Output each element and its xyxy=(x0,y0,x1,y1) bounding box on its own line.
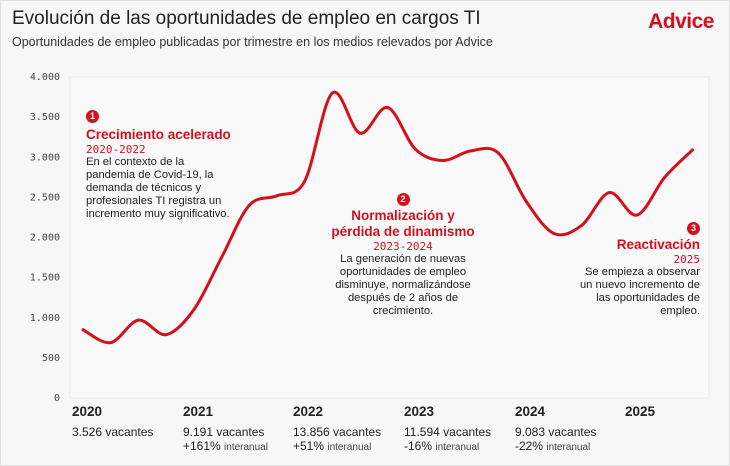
year-label: 2021 xyxy=(183,404,214,419)
year-label: 2020 xyxy=(72,404,103,419)
data-point-2021-Q3 xyxy=(247,203,251,207)
badge-3: 3 xyxy=(687,222,700,235)
annotation-years: 2020-2022 xyxy=(86,143,146,156)
data-point-2020-Q2 xyxy=(109,341,113,345)
year-summary-2021: 2021 9.191 vacantes +161% interanual xyxy=(183,405,268,455)
y-tick-label: 3.000 xyxy=(30,152,60,163)
year-label: 2025 xyxy=(625,404,656,419)
vacantes-label: vacantes xyxy=(216,425,265,439)
y-tick-label: 2.000 xyxy=(30,233,60,244)
data-point-2021-Q1 xyxy=(192,308,196,312)
year-label: 2023 xyxy=(404,404,435,419)
data-point-2024-Q1 xyxy=(524,199,528,203)
annotation-text: En el contexto de la pandemia de Covid-1… xyxy=(86,156,230,220)
data-point-2022-Q1 xyxy=(303,179,307,183)
change-value: -16% xyxy=(404,439,433,453)
y-tick-label: 1.000 xyxy=(30,313,60,324)
annotation-title: Normalización y pérdida de dinamismo xyxy=(331,208,475,239)
vacantes-value: 13.856 xyxy=(293,425,330,439)
year-summary-2022: 2022 13.856 vacantes +51% interanual xyxy=(293,405,381,455)
y-tick-label: 3.500 xyxy=(30,112,60,123)
data-point-2023-Q2 xyxy=(441,158,445,162)
annotation-text: La generación de nuevas oportunidades de… xyxy=(335,253,471,317)
data-point-2020-Q3 xyxy=(136,318,140,322)
data-point-2023-Q3 xyxy=(469,149,473,153)
data-point-2020-Q4 xyxy=(164,333,168,337)
y-tick-label: 4.000 xyxy=(30,72,60,83)
vacantes-label: vacantes xyxy=(333,425,382,439)
change-label: interanual xyxy=(546,442,591,453)
data-point-2022-Q3 xyxy=(358,131,362,135)
vacantes-value: 3.526 xyxy=(72,425,103,439)
change-value: +51% xyxy=(293,439,325,453)
data-point-2025-Q2 xyxy=(663,175,667,179)
data-point-2023-Q1 xyxy=(413,147,417,151)
data-point-2024-Q3 xyxy=(580,223,584,227)
change-value: +161% xyxy=(183,439,221,453)
change-label: interanual xyxy=(224,442,268,453)
year-summary-2024: 2024 9.083 vacantes -22% interanual xyxy=(515,405,596,455)
chart-title: Evolución de las oportunidades de empleo… xyxy=(12,8,481,29)
annotation-2: 2 Normalización y pérdida de dinamismo 2… xyxy=(328,193,478,318)
data-point-2022-Q4 xyxy=(386,105,390,109)
annotation-title: Crecimiento acelerado xyxy=(86,127,231,142)
data-point-2021-Q4 xyxy=(275,194,279,198)
change-value: -22% xyxy=(515,439,544,453)
year-summary-2025: 2025 xyxy=(625,405,655,425)
badge-2: 2 xyxy=(396,193,410,206)
annotation-1: 1 Crecimiento acelerado 2020-2022 En el … xyxy=(86,110,231,221)
change-label: interanual xyxy=(327,442,372,453)
data-point-2025-Q3 xyxy=(690,148,694,152)
data-point-2022-Q2 xyxy=(330,91,334,95)
data-point-2024-Q2 xyxy=(552,231,556,235)
vacantes-label: vacantes xyxy=(105,425,154,439)
data-point-2025-Q1 xyxy=(635,213,639,217)
vacantes-value: 11.594 xyxy=(404,425,440,439)
y-tick-label: 1.500 xyxy=(30,273,60,284)
year-label: 2022 xyxy=(293,404,324,419)
y-tick-label: 500 xyxy=(42,353,60,364)
advice-logo: Advice xyxy=(648,10,714,33)
vacantes-label: vacantes xyxy=(548,425,597,439)
badge-1: 1 xyxy=(86,110,99,123)
year-summary-2020: 2020 3.526 vacantes xyxy=(72,404,154,440)
data-point-2024-Q4 xyxy=(607,191,611,195)
data-point-2020-Q1 xyxy=(81,328,85,332)
chart-subtitle: Oportunidades de empleo publicadas por t… xyxy=(12,35,493,49)
data-point-2023-Q4 xyxy=(497,151,500,155)
series-line xyxy=(81,90,694,345)
vacantes-value: 9.083 xyxy=(515,425,546,439)
annotation-3: 3 Reactivación 2025 Se empieza a observa… xyxy=(570,222,700,318)
annotation-years: 2025 xyxy=(673,253,701,266)
data-point-2021-Q2 xyxy=(220,256,223,260)
y-tick-label: 2.500 xyxy=(30,192,60,203)
vacantes-label: vacantes xyxy=(443,425,492,439)
annotation-years: 2023-2024 xyxy=(373,240,433,253)
change-label: interanual xyxy=(435,442,480,453)
annotation-text: Se empieza a observar un nuevo increment… xyxy=(579,266,700,317)
annotation-title: Reactivación xyxy=(616,237,700,252)
vacantes-value: 9.191 xyxy=(183,425,214,439)
plot-area xyxy=(69,76,710,399)
y-tick-label: 0 xyxy=(54,393,60,404)
year-label: 2024 xyxy=(515,404,546,419)
year-summary-2023: 2023 11.594 vacantes -16% interanual xyxy=(404,405,491,455)
